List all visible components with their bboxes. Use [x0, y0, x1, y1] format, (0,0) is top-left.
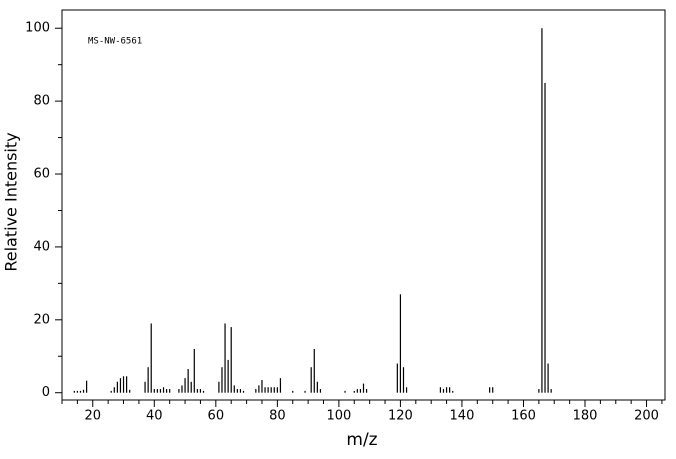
annotation: MS-NW-6561 — [88, 37, 142, 47]
peak — [166, 389, 168, 393]
peak — [169, 389, 171, 393]
y-tick-label: 60 — [33, 167, 50, 182]
peak — [162, 387, 165, 393]
peak — [156, 389, 158, 393]
peak — [230, 327, 232, 393]
plot-frame — [61, 9, 666, 401]
peak — [344, 390, 346, 393]
peak — [353, 390, 355, 393]
peak — [196, 389, 198, 393]
peak — [292, 390, 294, 393]
x-tick-label: 160 — [511, 409, 536, 424]
x-tick-label: 100 — [326, 409, 351, 424]
peak — [159, 389, 162, 393]
peak — [178, 389, 180, 393]
peak — [452, 390, 454, 393]
peak — [258, 385, 260, 393]
y-tick-label: 40 — [33, 239, 50, 254]
y-tick-label: 20 — [33, 312, 50, 327]
peak — [190, 381, 192, 393]
peak — [541, 28, 543, 393]
peak — [276, 387, 278, 393]
peak — [396, 363, 398, 393]
x-tick-label: 120 — [388, 409, 413, 424]
peak — [76, 390, 78, 393]
peak — [119, 378, 122, 393]
peak — [73, 390, 75, 393]
peak — [144, 381, 146, 393]
peak — [153, 389, 155, 393]
y-axis-title: Relative Intensity — [2, 132, 21, 271]
peak — [181, 385, 183, 393]
y-tick-label: 0 — [42, 385, 50, 400]
peak — [547, 363, 549, 393]
peak — [193, 348, 195, 393]
peak — [255, 389, 257, 393]
peak — [544, 82, 546, 393]
peak — [86, 380, 88, 393]
peak — [122, 376, 125, 393]
peak — [442, 389, 445, 393]
x-tick-label: 40 — [146, 409, 163, 424]
peak — [147, 367, 149, 393]
peak — [439, 387, 442, 393]
peak — [236, 389, 238, 393]
peak — [221, 367, 223, 393]
peak — [399, 294, 402, 393]
peak — [184, 378, 186, 393]
y-tick-label: 80 — [33, 94, 50, 109]
peak — [242, 390, 245, 393]
peak — [405, 387, 408, 393]
peak — [224, 323, 226, 393]
peak — [126, 376, 128, 393]
peak — [489, 387, 491, 393]
peak — [365, 389, 368, 393]
peak — [79, 390, 82, 393]
peak — [304, 390, 306, 393]
peak — [113, 387, 115, 393]
peak — [116, 381, 118, 393]
peak — [227, 359, 229, 393]
peak — [273, 387, 275, 393]
peak — [150, 323, 152, 393]
peak — [110, 390, 112, 393]
peak — [538, 389, 540, 393]
peak — [187, 369, 189, 393]
peak — [313, 348, 315, 393]
peak — [402, 367, 405, 393]
peak — [261, 379, 263, 393]
peak — [82, 389, 85, 393]
peak — [550, 389, 552, 393]
peak — [233, 385, 235, 393]
x-tick-label: 60 — [208, 409, 225, 424]
x-tick-label: 20 — [84, 409, 101, 424]
peak — [264, 387, 266, 393]
x-tick-label: 200 — [634, 409, 659, 424]
peak — [267, 387, 269, 393]
x-axis-title: m/z — [346, 430, 377, 450]
peak — [239, 389, 242, 393]
peak — [202, 390, 205, 393]
peak — [362, 383, 365, 393]
peak — [270, 387, 272, 393]
peak — [199, 389, 202, 393]
x-tick-label: 180 — [573, 409, 598, 424]
x-tick-label: 140 — [450, 409, 475, 424]
peak — [445, 387, 448, 393]
y-tick-label: 100 — [25, 21, 50, 36]
peak — [492, 387, 494, 393]
peak — [129, 389, 131, 393]
x-tick-label: 80 — [269, 409, 286, 424]
peak — [316, 381, 318, 393]
peak — [218, 381, 220, 393]
peak — [449, 387, 451, 393]
peak — [310, 367, 312, 393]
peak — [319, 389, 322, 393]
peak — [356, 389, 358, 393]
peak — [359, 389, 362, 393]
peak — [279, 378, 282, 393]
